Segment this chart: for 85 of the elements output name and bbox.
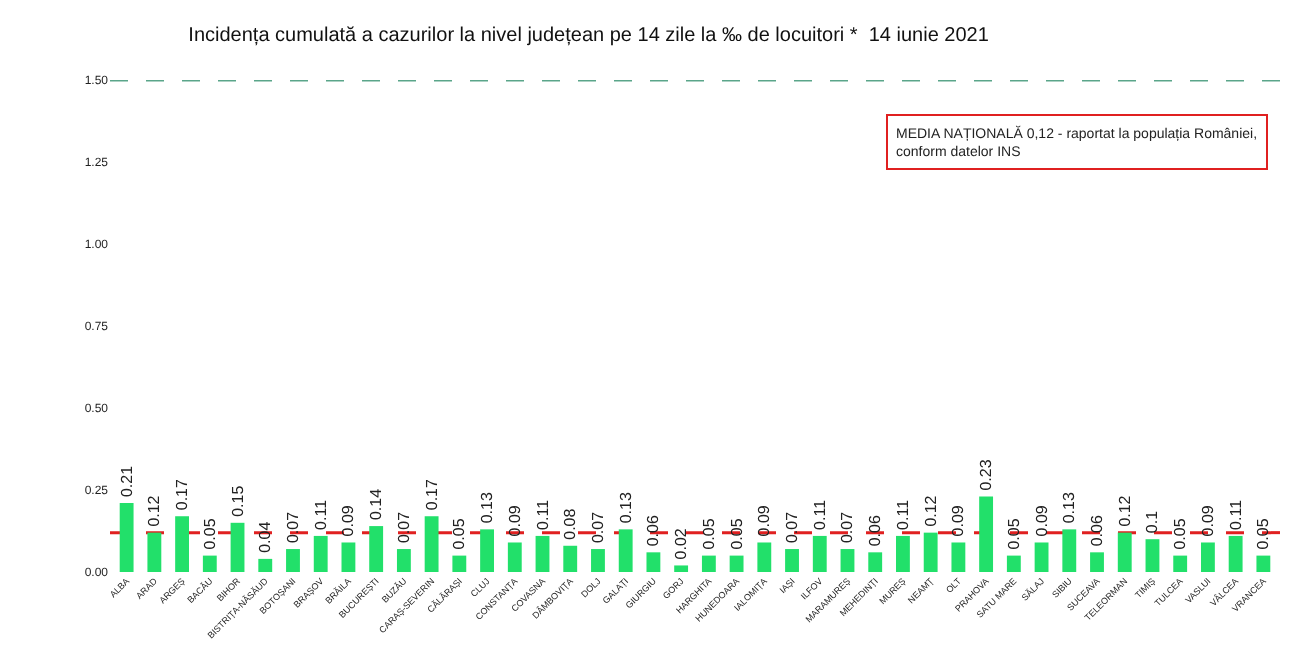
data-label: 0.05: [1171, 517, 1190, 550]
bar: [480, 529, 494, 572]
bar: [452, 555, 467, 572]
bar: [1145, 539, 1160, 572]
data-label: 0.13: [478, 491, 497, 524]
bar: [313, 535, 328, 572]
data-label: 0.17: [422, 478, 441, 511]
bar: [1228, 535, 1243, 572]
bar: [729, 555, 744, 572]
bar: [868, 552, 883, 572]
data-label: 0.02: [672, 527, 691, 560]
bar: [369, 526, 384, 572]
bar: [424, 516, 439, 572]
bar: [674, 565, 689, 572]
data-label: 0.13: [1060, 491, 1079, 524]
bar: [341, 542, 356, 572]
data-label: 0.15: [228, 484, 247, 517]
data-label: 0.14: [367, 487, 386, 521]
data-label: 0.07: [394, 510, 413, 544]
data-label: 0.17: [173, 478, 192, 511]
bar: [757, 542, 772, 572]
data-label: 0.11: [1226, 498, 1245, 530]
data-label: 0.07: [283, 510, 302, 544]
data-label: 0.05: [727, 517, 746, 550]
data-label: 0.06: [866, 514, 885, 547]
bar: [1117, 532, 1132, 572]
data-label: 0.04: [256, 520, 275, 553]
data-label: 0.05: [450, 517, 469, 550]
bar: [230, 522, 245, 572]
data-label: 0.13: [616, 491, 635, 524]
bar: [1256, 555, 1271, 572]
data-label: 0.09: [755, 504, 774, 537]
data-label: 0.09: [1032, 504, 1051, 537]
data-label: 0.21: [117, 464, 136, 498]
bar: [119, 503, 134, 572]
data-label: 0.05: [1004, 517, 1023, 550]
bar: [591, 549, 605, 572]
data-label: 0.06: [644, 514, 663, 547]
bar: [535, 535, 550, 572]
bar: [618, 529, 633, 572]
bar: [646, 552, 661, 572]
data-label: 0.05: [699, 517, 718, 550]
bar: [1062, 529, 1077, 572]
data-label: 0.12: [921, 494, 940, 527]
bar: [286, 549, 300, 572]
data-label: 0.11: [311, 498, 330, 530]
data-label: 0.06: [1088, 514, 1107, 547]
bar: [812, 535, 827, 572]
bar: [701, 555, 716, 572]
data-label: 0.11: [810, 498, 829, 530]
bar: [1034, 542, 1049, 572]
data-label: 0.12: [145, 494, 164, 527]
bar: [396, 549, 411, 572]
bar: [1090, 552, 1104, 572]
bar: [1006, 555, 1021, 572]
bar: [1200, 542, 1215, 572]
data-label: 0.11: [533, 498, 552, 530]
data-label: 0.09: [505, 504, 524, 537]
chart-title: Incidența cumulată a cazurilor la nivel județean pe 14 zile la ‰ de locuitori * 14 iunie 2021: [188, 24, 990, 47]
data-label: 0.07: [783, 510, 802, 544]
data-label: 0.09: [339, 504, 358, 537]
bar: [785, 549, 799, 572]
bar: [258, 558, 273, 572]
bar: [202, 555, 217, 572]
bar: [1173, 555, 1188, 572]
data-label: 0.23: [977, 458, 996, 491]
data-label: 0.07: [838, 510, 857, 544]
data-label: 0.09: [1198, 504, 1217, 537]
bar: [979, 496, 994, 572]
bar: [563, 545, 578, 572]
data-label: 0.12: [1115, 494, 1134, 527]
data-label: 0.05: [200, 517, 219, 550]
data-label: 0.09: [949, 504, 968, 537]
bar: [507, 542, 522, 572]
data-label: 0.07: [588, 510, 607, 544]
bar: [896, 535, 910, 572]
data-label: 0.08: [561, 507, 580, 540]
data-label: 0.11: [893, 498, 912, 530]
bar: [840, 549, 855, 572]
bar: [147, 532, 162, 572]
data-label: 0.1: [1143, 509, 1162, 534]
data-label: 0.05: [1254, 517, 1273, 550]
bar: [923, 532, 938, 572]
bar: [951, 542, 966, 572]
bar: [175, 516, 190, 572]
